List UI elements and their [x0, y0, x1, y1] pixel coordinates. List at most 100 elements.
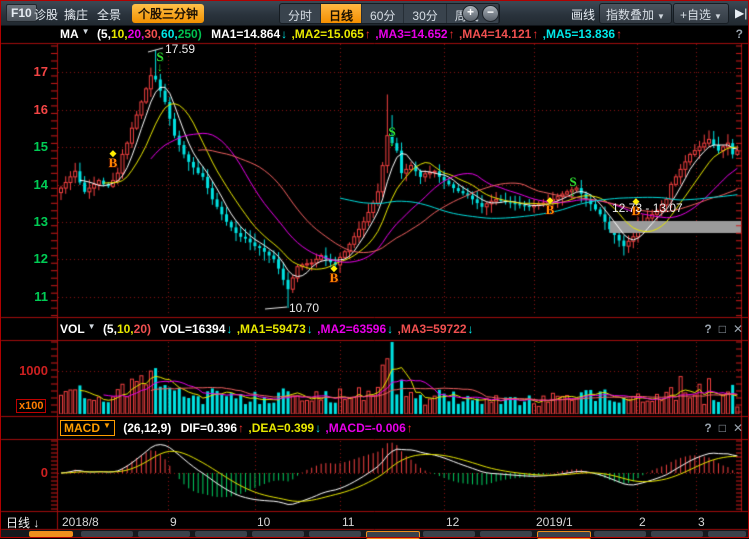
price-annotation: 12.73 - 13.07 [612, 201, 683, 215]
diamond-icon: ◆ [330, 263, 338, 273]
macd-indicator-selector[interactable]: MACD ▼ [60, 420, 115, 436]
down-arrow-icon: ↓ [156, 60, 163, 74]
tab-30min[interactable]: 30分 [404, 4, 447, 23]
date-label: 2019/1 [536, 515, 573, 529]
down-arrow-icon: ↓ [387, 322, 394, 336]
scrollbar-segment[interactable] [651, 531, 703, 537]
price-axis-tick: 15 [33, 139, 48, 154]
scrollbar-segment[interactable] [252, 531, 304, 537]
date-label: 3 [698, 515, 705, 529]
top-toolbar: F10 诊股 擒庄 全景 个股三分钟 分时 日线 60分 30分 周线▼ + −… [1, 1, 748, 26]
volume-pane-icons: ? □ ✕ [697, 322, 743, 336]
scrollbar-segment[interactable] [138, 531, 190, 537]
menu-overview[interactable]: 全景 [97, 8, 122, 22]
price-axis-tick: 17 [33, 64, 48, 79]
f10-button[interactable]: F10 [6, 4, 37, 22]
diamond-icon: ◆ [109, 148, 117, 158]
zoom-out-button[interactable]: − [482, 5, 499, 22]
scrollbar-segment[interactable] [423, 531, 475, 537]
vol-params: (5,10,20) [102, 322, 151, 336]
buy-marker: ◆ B [631, 196, 641, 218]
diamond-icon: ◆ [632, 196, 640, 206]
price-axis-tick: 14 [33, 177, 48, 192]
down-arrow-icon: ↓ [315, 421, 322, 435]
date-label: 11 [342, 515, 355, 529]
menu-diagnose[interactable]: 诊股 [34, 8, 59, 22]
down-arrow-icon: ↓ [569, 185, 576, 199]
down-arrow-icon: ↓ [226, 322, 233, 336]
scrollbar-segment[interactable] [594, 531, 646, 537]
up-arrow-icon: ↑ [532, 27, 539, 41]
chevron-down-icon: ▼ [103, 421, 111, 430]
close-icon[interactable]: ✕ [732, 322, 743, 336]
close-icon[interactable]: ✕ [732, 421, 743, 435]
buy-marker: ◆ B [108, 148, 118, 170]
tab-daily[interactable]: 日线 [321, 4, 363, 23]
macd-indicator-header: MACD ▼ (26,12,9) DIF=0.396↑ ,DEA=0.399↓ ,… [60, 420, 414, 436]
chevron-down-icon: ▼ [81, 27, 90, 36]
down-arrow-icon: ↓ [388, 135, 395, 149]
vol-indicator-selector[interactable]: VOL ▼ [60, 322, 96, 336]
down-arrow-icon: ↓ [467, 322, 474, 336]
sell-marker: S ↓ [569, 174, 577, 199]
date-label: 12 [446, 515, 460, 529]
collapse-panel-icon[interactable]: ▶| [735, 6, 748, 20]
macd-pane-icons: ? □ ✕ [697, 421, 743, 435]
main-indicator-header: MA ▼ (5,10,20,30,60,250) MA1=14.864↓ ,MA2… [60, 27, 623, 41]
date-label: 10 [257, 515, 271, 529]
date-label: 2 [639, 515, 646, 529]
chart-scrollbar[interactable] [1, 530, 748, 539]
sell-marker: S ↓ [388, 124, 396, 149]
macd-values: DIF=0.396↑ ,DEA=0.399↓ ,MACD=-0.006↑ [180, 421, 413, 435]
tab-minute[interactable]: 分时 [280, 4, 322, 23]
down-arrow-icon: ↓ [306, 322, 313, 336]
help-icon[interactable]: ? [735, 27, 743, 41]
up-arrow-icon: ↑ [616, 27, 623, 41]
ma-indicator-selector[interactable]: MA ▼ [60, 27, 90, 41]
price-axis-tick: 16 [33, 102, 48, 117]
price-axis-tick: 12 [33, 251, 48, 266]
chevron-down-icon: ▼ [87, 322, 96, 331]
help-icon[interactable]: ? [704, 322, 712, 336]
scrollbar-segment[interactable] [708, 531, 746, 537]
menu-stock-3min[interactable]: 个股三分钟 [132, 4, 205, 23]
scrollbar-segment[interactable] [309, 531, 361, 537]
buy-marker: ◆ B [545, 195, 555, 217]
buy-marker: ◆ B [329, 263, 339, 285]
main-pane-icons: ? [729, 27, 743, 41]
maximize-icon[interactable]: □ [718, 421, 726, 435]
volume-indicator-header: VOL ▼ (5,10,20) VOL=16394↓ ,MA1=59473↓ ,M… [60, 322, 475, 336]
diamond-icon: ◆ [546, 195, 554, 205]
date-label: 2018/8 [62, 515, 99, 529]
volume-axis-tick: 1000 [19, 363, 48, 378]
down-arrow-icon: ↓ [33, 516, 40, 530]
tab-60min[interactable]: 60分 [362, 4, 405, 23]
up-arrow-icon: ↑ [448, 27, 455, 41]
draw-line-button[interactable]: 画线 [571, 8, 596, 22]
down-arrow-icon: ↓ [281, 27, 288, 41]
ma-values: MA1=14.864↓ ,MA2=15.065↑ ,MA3=14.652↑ ,M… [211, 27, 623, 41]
maximize-icon[interactable]: □ [718, 322, 726, 336]
scrollbar-thumb[interactable] [29, 531, 73, 537]
chevron-down-icon: ▼ [657, 12, 665, 21]
help-icon[interactable]: ? [704, 421, 712, 435]
bottom-period-selector[interactable]: 日线 ↓ [6, 516, 40, 530]
date-label: 9 [170, 515, 177, 529]
menu-banker[interactable]: 擒庄 [64, 8, 89, 22]
scrollbar-segment[interactable] [195, 531, 247, 537]
index-overlay-button[interactable]: 指数叠加 ▼ [599, 3, 672, 24]
price-axis-tick: 13 [33, 214, 48, 229]
scrollbar-segment[interactable] [81, 531, 133, 537]
volume-unit-label: x100 [16, 399, 47, 413]
up-arrow-icon: ↑ [364, 27, 371, 41]
zoom-in-button[interactable]: + [462, 5, 479, 22]
vol-values: VOL=16394↓ ,MA1=59473↓ ,MA2=63596↓ ,MA3=… [160, 322, 474, 336]
add-watchlist-button[interactable]: +自选 ▼ [673, 3, 729, 24]
scrollbar-segment[interactable] [480, 531, 532, 537]
macd-axis-tick: 0 [40, 465, 48, 480]
ma-params: (5,10,20,30,60,250) [96, 27, 202, 41]
up-arrow-icon: ↑ [406, 421, 413, 435]
chevron-down-icon: ▼ [714, 12, 722, 21]
price-axis-tick: 11 [34, 289, 48, 304]
